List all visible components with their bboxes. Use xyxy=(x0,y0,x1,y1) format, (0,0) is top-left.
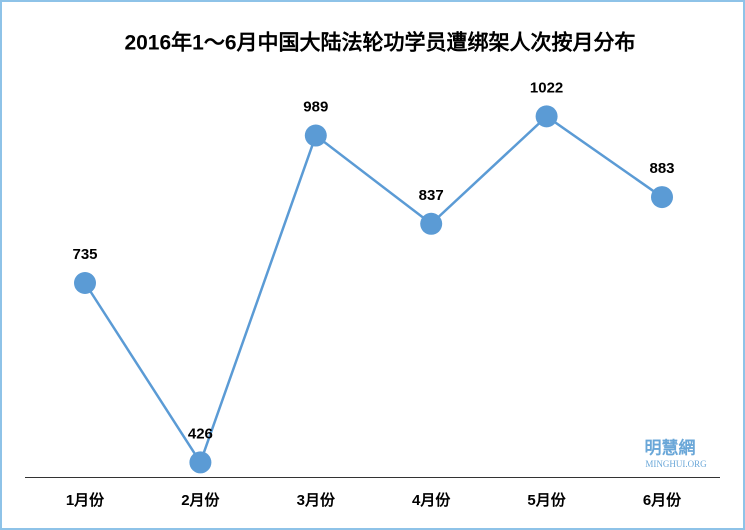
data-label: 883 xyxy=(649,160,674,177)
x-tick-label: 1月份 xyxy=(66,491,105,509)
x-tick-label: 4月份 xyxy=(412,491,451,509)
data-label: 426 xyxy=(188,425,213,442)
x-tick-label: 2月份 xyxy=(181,491,220,509)
data-label: 837 xyxy=(419,187,444,204)
x-tick-label: 6月份 xyxy=(643,491,682,509)
marker xyxy=(74,272,96,295)
data-label: 735 xyxy=(72,246,97,263)
marker xyxy=(304,124,327,147)
marker xyxy=(189,451,212,474)
line xyxy=(83,114,663,466)
watermark-title: 明慧網 xyxy=(645,437,696,457)
marker xyxy=(420,212,443,235)
data-label: 1022 xyxy=(530,79,563,96)
x-tick-label: 3月份 xyxy=(297,491,336,509)
chart-title: 2016年1～6月中国大陆法轮功学员遭绑架人次按月分布 xyxy=(124,31,635,55)
watermark-subtitle: MINGHUI.ORG xyxy=(645,459,707,469)
data-label: 989 xyxy=(303,99,328,116)
marker xyxy=(535,105,558,128)
x-tick-label: 5月份 xyxy=(527,491,566,509)
marker xyxy=(651,186,673,209)
